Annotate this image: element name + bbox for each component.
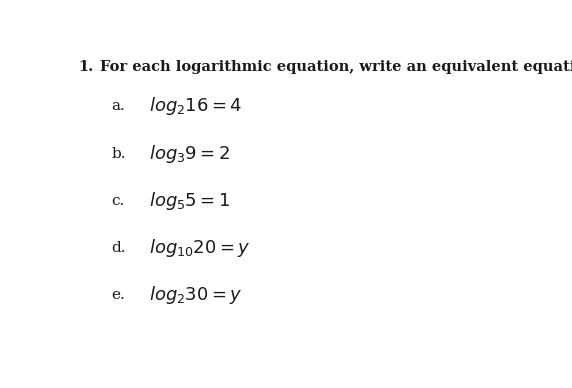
Text: $log_{2}30 = y$: $log_{2}30 = y$: [149, 284, 243, 306]
Text: 1.: 1.: [78, 60, 93, 74]
Text: $log_{3}9 = 2$: $log_{3}9 = 2$: [149, 142, 231, 165]
Text: d.: d.: [112, 241, 126, 255]
Text: a.: a.: [112, 99, 125, 113]
Text: e.: e.: [112, 288, 125, 302]
Text: $log_{5}5 = 1$: $log_{5}5 = 1$: [149, 190, 231, 212]
Text: For each logarithmic equation, write an equivalent equation in exponential form.: For each logarithmic equation, write an …: [100, 60, 572, 74]
Text: b.: b.: [112, 147, 126, 161]
Text: $log_{2}16 = 4$: $log_{2}16 = 4$: [149, 95, 243, 117]
Text: c.: c.: [112, 194, 125, 208]
Text: $log_{10}20 = y$: $log_{10}20 = y$: [149, 237, 251, 259]
